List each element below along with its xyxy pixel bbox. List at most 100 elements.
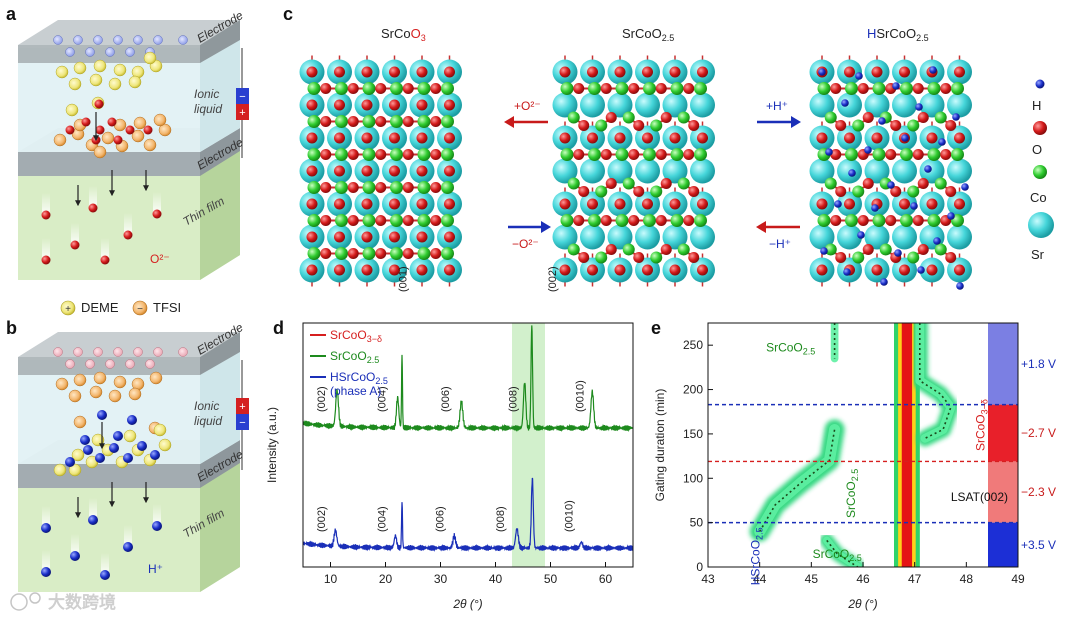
deme-ion — [113, 63, 127, 77]
oxygen-atom — [578, 186, 590, 197]
oxygen-atom — [389, 99, 400, 111]
voltage-band-label: +3.5 V — [1021, 538, 1056, 552]
oxygen-atom — [320, 182, 332, 193]
atom-legend-o: O — [1032, 142, 1042, 157]
atom-legend: H O Co Sr — [1028, 79, 1054, 262]
tfsi-label: TFSI — [153, 300, 181, 315]
cobalt-atom — [417, 214, 431, 227]
x-tick-label: 30 — [434, 572, 448, 586]
oxygen-atom — [361, 132, 373, 144]
d-frame — [302, 322, 634, 568]
panel-e: e +1.8 V−2.7 V−2.3 V+3.5 V 43 44 45 46 47 48 4… — [651, 318, 1056, 611]
legend-entry: HSrCoO2.5 — [330, 370, 388, 386]
deme-ion — [89, 73, 103, 87]
tfsi-ion — [131, 129, 145, 143]
strontium-atom — [892, 92, 917, 118]
tfsi-ion — [133, 116, 147, 130]
cobalt-atom — [417, 181, 431, 194]
cobalt-atom — [335, 82, 348, 95]
cobalt-atom — [390, 214, 403, 227]
battery-b-positive — [236, 398, 249, 414]
ion-trail — [153, 192, 161, 212]
hydrogen-atom — [855, 72, 863, 80]
electrode-cation-marker — [65, 47, 75, 57]
tfsi-symbol: − — [137, 304, 143, 315]
peak-label: (002) — [316, 506, 328, 532]
oxygen-atom — [559, 66, 571, 78]
oxygen-atom — [402, 248, 414, 259]
hydrogen-ion — [123, 542, 133, 552]
electrode-cation-marker — [113, 35, 123, 45]
oxygen-atom — [375, 149, 387, 160]
cobalt-atom — [362, 247, 376, 260]
oxygen-atom — [444, 264, 455, 276]
e-dashed-lines — [708, 403, 1018, 524]
oxygen-ion — [100, 255, 110, 265]
oxygen-atom — [912, 215, 924, 226]
battery-plus-sign: + — [239, 107, 245, 119]
oxygen-atom — [559, 264, 571, 276]
cobalt-atom — [951, 148, 964, 161]
cobalt-atom — [907, 119, 920, 132]
cobalt-atom — [845, 148, 858, 161]
oxygen-atom — [844, 198, 855, 210]
y-tick-label: 150 — [683, 427, 703, 441]
oxygen-atom — [430, 83, 442, 94]
oxygen-atom — [402, 215, 414, 226]
strontium-atom — [580, 92, 605, 118]
oxygen-atom — [642, 132, 653, 144]
tfsi-icon — [132, 300, 148, 316]
cobalt-atom — [852, 251, 865, 264]
hydrogen-ion — [137, 441, 147, 451]
watermark-icon — [10, 593, 28, 611]
peak-label: (002) — [547, 266, 559, 292]
deme-ion — [153, 423, 167, 437]
electrode-cation-marker — [133, 35, 143, 45]
peak-label: (008) — [507, 386, 519, 412]
oxygen-atom — [954, 198, 965, 210]
oxygen-ion — [95, 125, 105, 135]
oxygen-atom — [444, 66, 455, 78]
oxygen-ion — [81, 117, 91, 127]
cobalt-atom — [677, 111, 690, 124]
ion-trail — [89, 498, 97, 518]
oxygen-atom — [899, 66, 910, 78]
oxygen-atom — [306, 99, 318, 111]
oxygen-atom — [402, 182, 414, 193]
oxygen-atom — [444, 99, 455, 111]
ion-trail — [89, 186, 97, 206]
cobalt-atom — [615, 82, 629, 95]
ionic-liquid-label-b-1: Ionic — [194, 399, 219, 413]
cobalt-atom — [824, 243, 837, 256]
hydrogen-ion — [41, 523, 51, 533]
oxygen-atom — [334, 198, 345, 210]
tfsi-ion — [101, 131, 115, 145]
oxygen-atom — [945, 120, 957, 131]
electrode-anion-marker — [53, 347, 63, 357]
oxygen-atom — [862, 244, 874, 255]
cobalt-atom — [441, 214, 454, 227]
deme-ion — [71, 448, 85, 462]
strontium-atom — [580, 158, 605, 184]
oxygen-atom — [669, 264, 681, 276]
d-legend: SrCoO3−δ SrCoO2.5 HSrCoO2.5(phase A) — [310, 328, 388, 398]
cobalt-atom — [907, 185, 920, 198]
e-phase-labels: SrCoO2.5 SrCoO2.5 HSrCoO2.5 SrCoO2.5 SrCoO3−… — [749, 340, 990, 585]
ion-trail — [153, 504, 161, 524]
oxygen-atom — [890, 186, 902, 197]
oxygen-atom — [835, 186, 847, 197]
oxygen-atom — [954, 132, 965, 144]
arrow-plus-h: +H⁺ — [757, 99, 801, 128]
oxygen-atom — [347, 182, 359, 193]
cobalt-atom — [824, 177, 837, 190]
legend-entry-extra: (phase A) — [330, 384, 381, 398]
electrode-cation-marker — [93, 35, 103, 45]
cobalt-atom — [927, 82, 941, 95]
phase-label: SrCoO2.5 — [813, 547, 862, 563]
tfsi-ion — [153, 113, 167, 127]
oxygen-atom — [899, 198, 910, 210]
cobalt-atom — [694, 82, 707, 95]
voltage-band — [988, 522, 1018, 567]
tfsi-ion — [158, 123, 172, 137]
